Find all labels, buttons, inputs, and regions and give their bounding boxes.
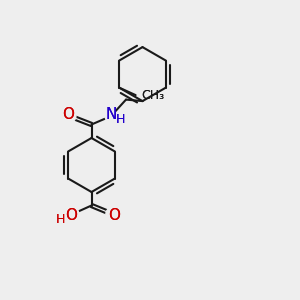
Text: O: O <box>62 107 74 122</box>
Text: H: H <box>116 112 125 126</box>
Text: O: O <box>65 208 77 223</box>
Text: CH₃: CH₃ <box>141 88 164 102</box>
Circle shape <box>64 110 76 122</box>
Text: H: H <box>56 213 65 226</box>
Circle shape <box>105 110 117 122</box>
Text: O: O <box>62 107 74 122</box>
Text: H: H <box>116 112 125 126</box>
Text: N: N <box>106 107 117 122</box>
Text: O: O <box>108 208 120 223</box>
Text: N: N <box>106 107 117 122</box>
Circle shape <box>67 208 79 220</box>
Circle shape <box>106 208 118 220</box>
Text: CH₃: CH₃ <box>141 88 164 102</box>
Text: H: H <box>56 213 65 226</box>
Text: O: O <box>65 208 77 223</box>
Text: O: O <box>108 208 120 223</box>
